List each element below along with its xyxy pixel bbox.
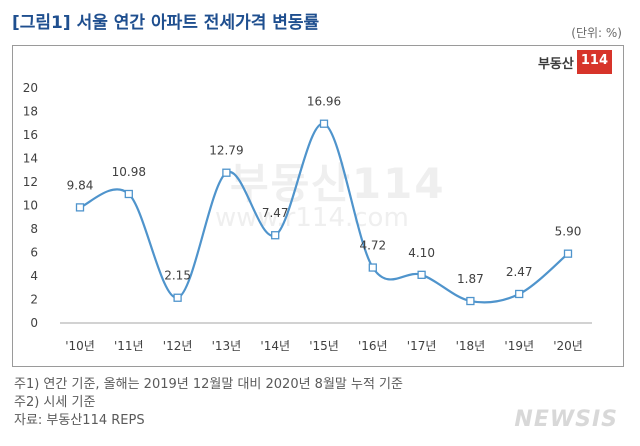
r114-logo: 부동산 114 — [538, 50, 612, 74]
y-tick-label: 12 — [23, 175, 38, 189]
watermark-logo-text: 부동산114 — [230, 159, 446, 208]
data-label: 10.98 — [112, 165, 146, 179]
y-tick-label: 6 — [30, 246, 38, 260]
newsis-watermark: NEWSIS — [514, 407, 618, 432]
data-label: 4.10 — [408, 246, 435, 260]
data-point-marker — [417, 270, 426, 279]
y-tick-label: 10 — [23, 199, 38, 213]
data-label: 7.47 — [262, 206, 289, 220]
unit-label: (단위: %) — [571, 26, 622, 40]
data-point-marker — [515, 289, 524, 299]
x-tick-label: '11년 — [114, 339, 144, 353]
x-tick-label: '16년 — [358, 339, 388, 353]
data-point-marker — [124, 189, 133, 199]
y-tick-label: 14 — [23, 152, 38, 166]
x-tick-label: '15년 — [309, 339, 339, 353]
data-label: 2.15 — [164, 269, 191, 283]
y-tick-label: 16 — [23, 128, 38, 142]
data-label: 12.79 — [209, 144, 243, 158]
data-point-marker — [173, 293, 182, 302]
data-label: 16.96 — [307, 95, 341, 109]
footnotes: 주1) 연간 기준, 올해는 2019년 12월말 대비 2020년 8월말 누… — [14, 376, 403, 430]
x-tick-label: '13년 — [212, 339, 242, 353]
data-point-marker — [368, 263, 377, 272]
footnote-2: 주2) 시세 기준 — [14, 395, 96, 410]
x-tick-label: '14년 — [260, 339, 290, 353]
data-point-marker — [466, 296, 475, 306]
x-tick-label: '20년 — [553, 339, 583, 353]
data-label: 4.72 — [359, 239, 386, 253]
chart-title: [그림1] 서울 연간 아파트 전세가격 변동률 — [12, 13, 320, 33]
chart-frame — [12, 45, 624, 367]
data-label: 9.84 — [67, 178, 94, 192]
data-point-marker — [222, 168, 231, 177]
x-tick-label: '10년 — [65, 339, 95, 353]
x-tick-label: '17년 — [407, 339, 437, 353]
logo-text: 부동산 — [537, 57, 574, 72]
y-tick-label: 4 — [30, 269, 38, 283]
y-tick-label: 2 — [30, 293, 38, 307]
watermark-url: www.r114.com — [215, 203, 409, 233]
data-label: 5.90 — [555, 225, 582, 239]
data-point-marker — [319, 119, 329, 128]
data-label: 2.47 — [506, 265, 533, 279]
logo-number: 114 — [576, 50, 612, 74]
data-point-marker — [271, 231, 280, 240]
y-tick-label: 0 — [30, 316, 38, 330]
data-label: 1.87 — [457, 272, 484, 286]
x-tick-label: '18년 — [456, 339, 486, 353]
footnote-source: 자료: 부동산114 REPS — [14, 413, 145, 428]
footnote-1: 주1) 연간 기준, 올해는 2019년 12월말 대비 2020년 8월말 누… — [14, 377, 403, 392]
data-point-marker — [563, 249, 573, 258]
y-tick-label: 8 — [30, 222, 38, 236]
x-tick-label: '19년 — [504, 339, 534, 353]
x-tick-label: '12년 — [163, 339, 193, 353]
data-point-marker — [75, 203, 85, 212]
series-line — [79, 122, 569, 304]
y-tick-label: 18 — [23, 105, 38, 119]
y-tick-label: 20 — [23, 81, 38, 95]
